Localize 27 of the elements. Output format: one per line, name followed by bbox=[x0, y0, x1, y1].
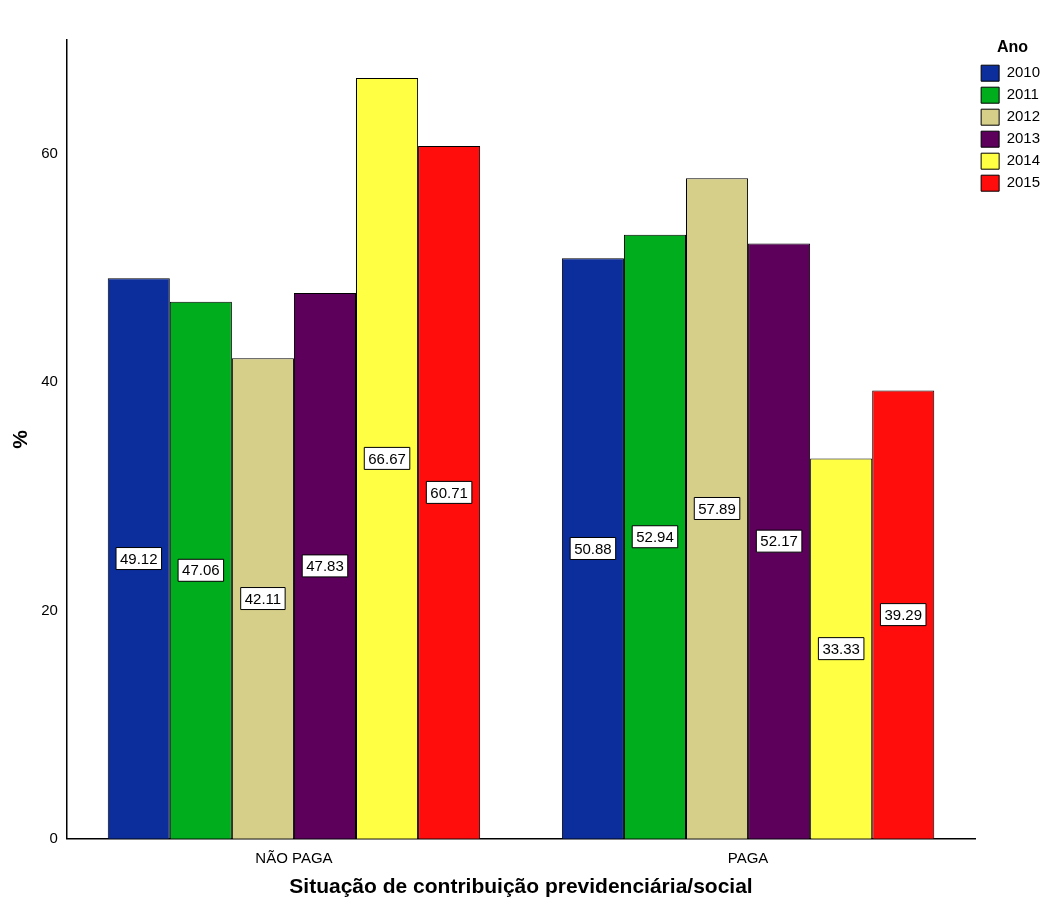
x-tick-label: NÃO PAGA bbox=[255, 848, 333, 866]
legend-label: 2010 bbox=[1006, 63, 1041, 81]
y-tick-label: 20 bbox=[41, 600, 58, 618]
data-label: 52.94 bbox=[636, 527, 674, 545]
x-axis-title: Situação de contribuição previdenciária/social bbox=[289, 874, 753, 898]
legend-label: 2012 bbox=[1006, 107, 1041, 125]
data-label: 66.67 bbox=[368, 449, 406, 467]
data-label: 50.88 bbox=[574, 539, 612, 557]
legend-label: 2015 bbox=[1006, 173, 1041, 191]
x-tick-label: PAGA bbox=[727, 848, 769, 866]
y-tick-label: 60 bbox=[41, 144, 58, 162]
legend-label: 2011 bbox=[1006, 85, 1039, 103]
data-label: 60.71 bbox=[430, 483, 468, 501]
y-tick-label: 40 bbox=[41, 372, 58, 390]
data-label: 39.29 bbox=[884, 605, 922, 623]
data-label: 47.06 bbox=[182, 561, 220, 579]
data-label: 52.17 bbox=[760, 532, 798, 550]
data-label: 57.89 bbox=[698, 499, 736, 517]
legend-label: 2013 bbox=[1006, 129, 1041, 147]
y-axis-title: % bbox=[8, 429, 32, 449]
data-label: 49.12 bbox=[120, 549, 158, 567]
data-label: 42.11 bbox=[244, 589, 282, 607]
legend-title: Ano bbox=[997, 38, 1029, 56]
data-label: 47.83 bbox=[306, 557, 344, 575]
legend-label: 2014 bbox=[1006, 151, 1041, 169]
y-tick-label: 0 bbox=[49, 828, 58, 846]
data-label: 33.33 bbox=[822, 639, 860, 657]
